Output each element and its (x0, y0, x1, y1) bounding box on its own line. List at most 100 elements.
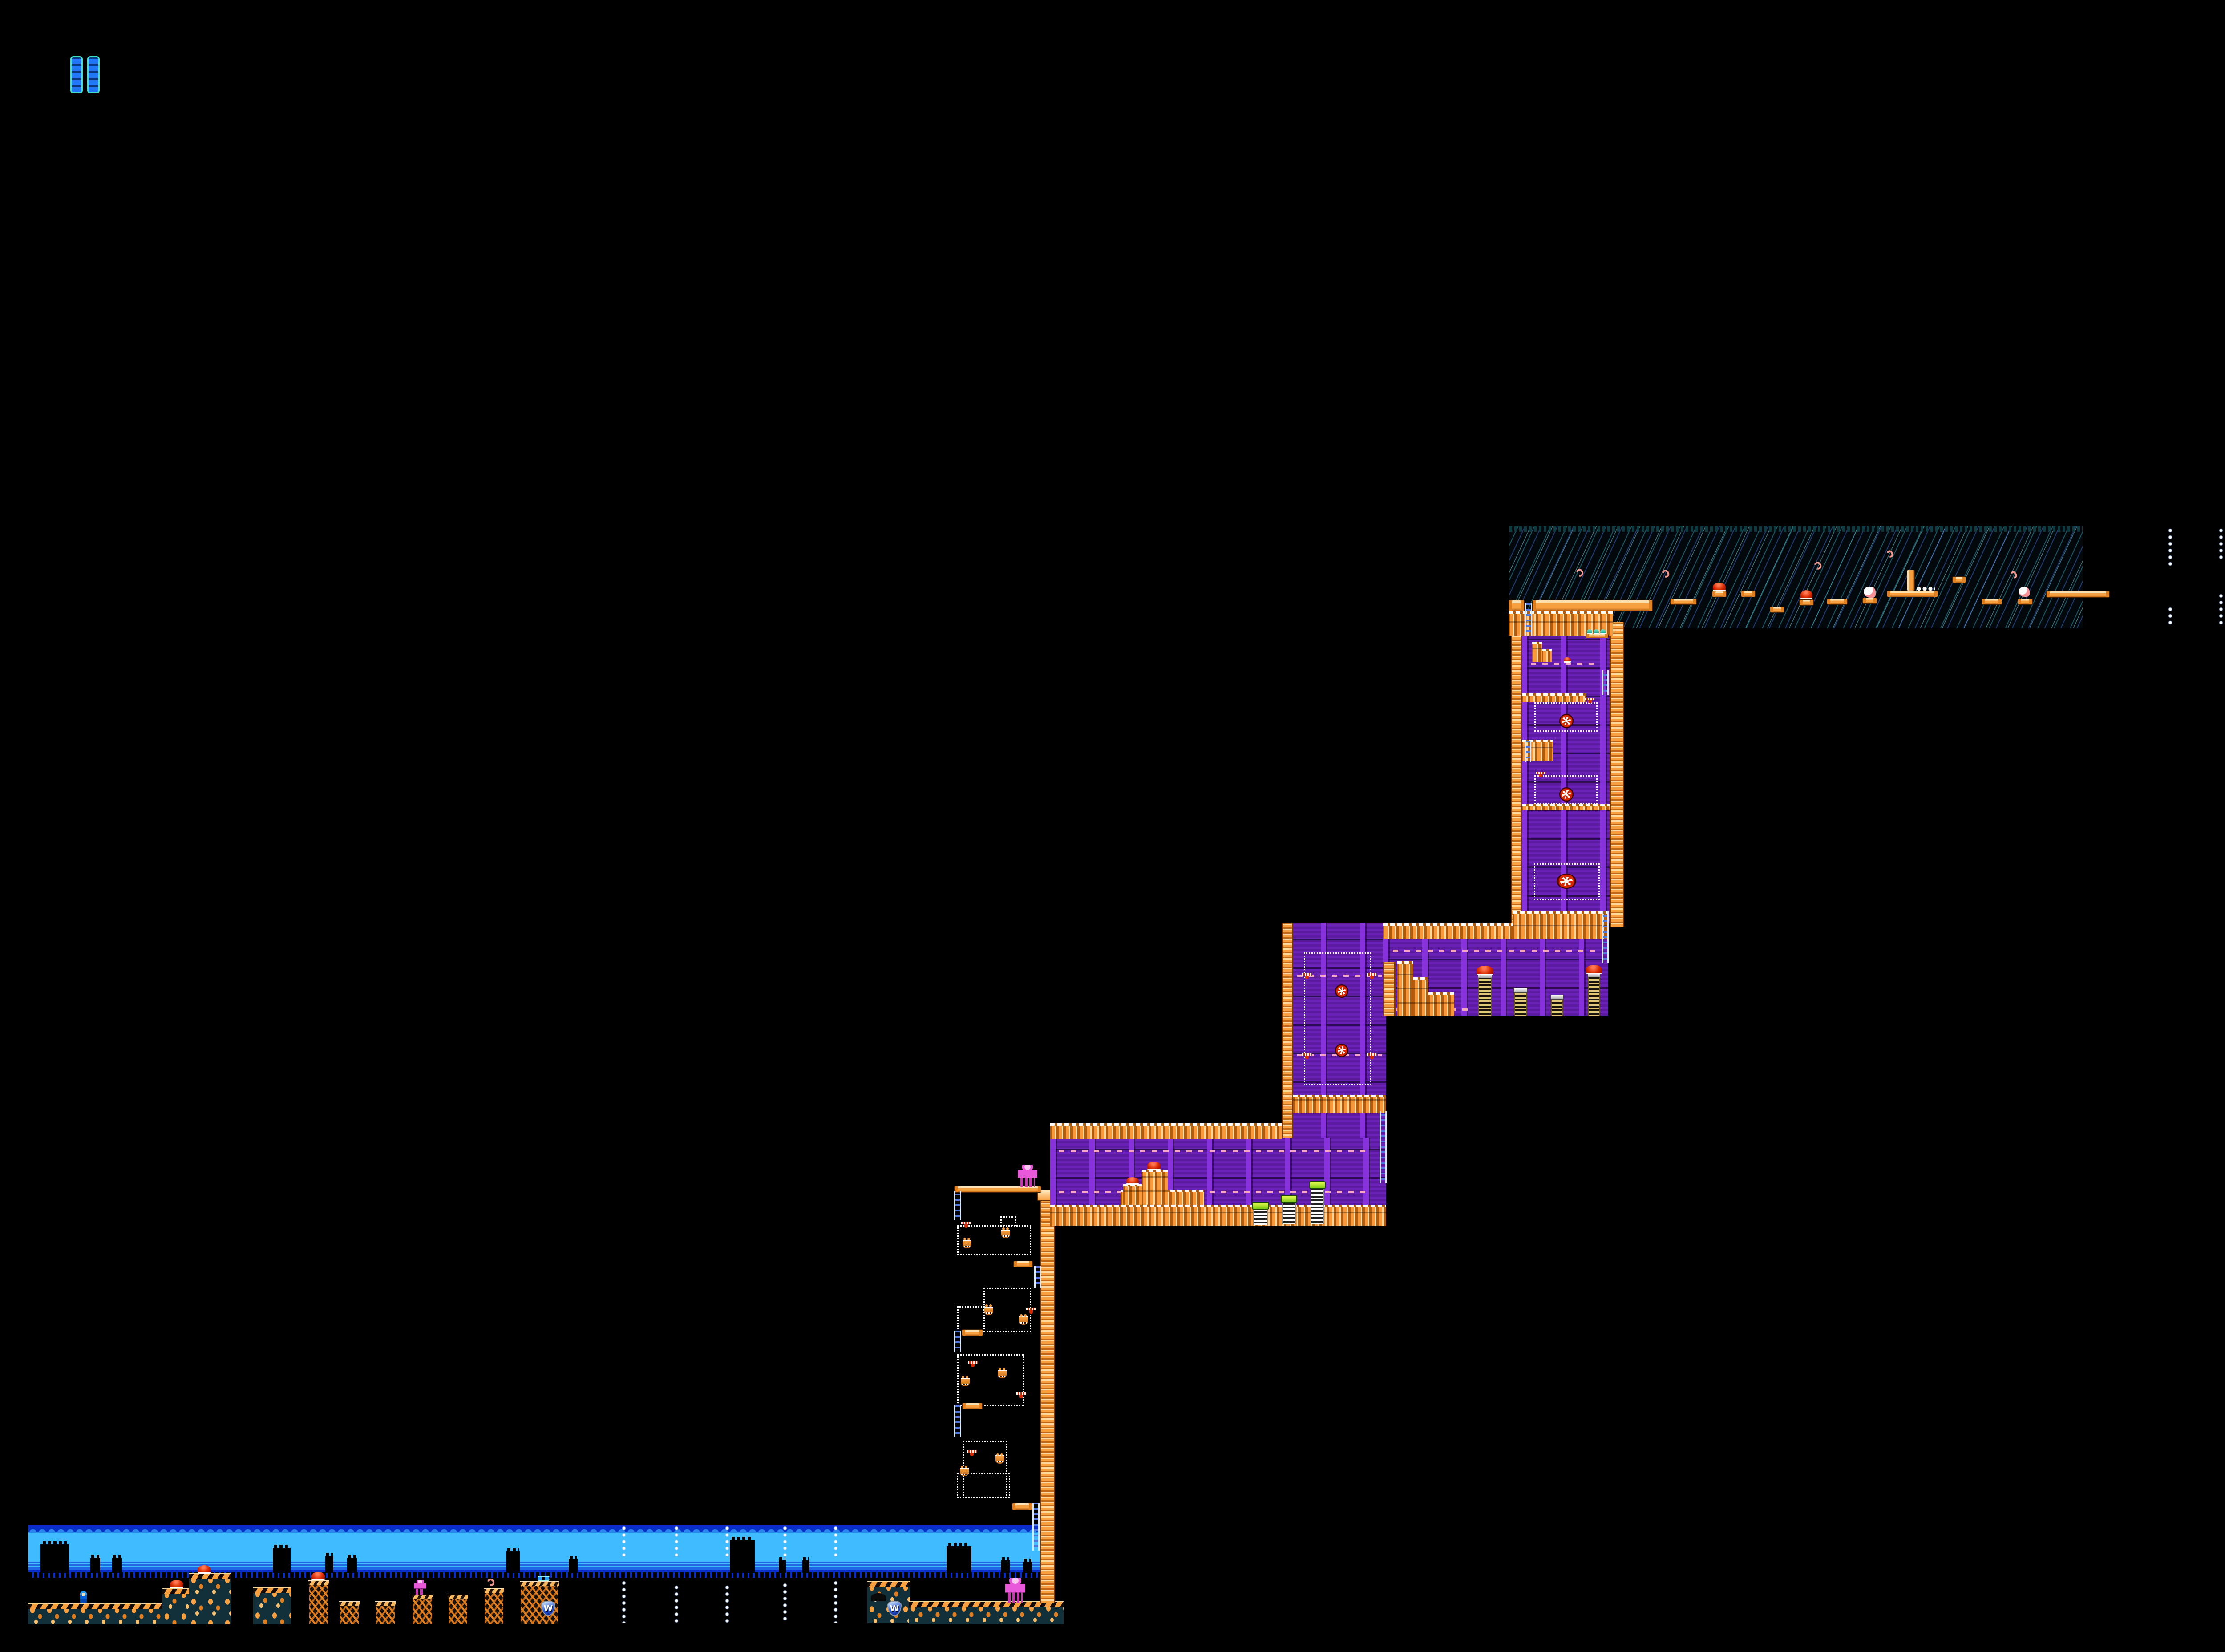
fence (1142, 1170, 1168, 1205)
pot-enemy (963, 1238, 971, 1248)
room-b-frame (1304, 952, 1371, 1085)
rig-turret (779, 1557, 786, 1573)
bar (1586, 634, 1609, 638)
coil (1511, 636, 1522, 923)
doorway (871, 1593, 886, 1601)
player-sprite (80, 1591, 87, 1603)
pipe-platform (1670, 599, 1697, 605)
sniper-armor (1005, 1578, 1025, 1603)
green-piston (1252, 1202, 1269, 1225)
coil (1282, 923, 1293, 1138)
pipe-platform (1827, 599, 1848, 605)
red-dome-enemy (1713, 583, 1726, 591)
shaft-room (1000, 1216, 1016, 1226)
propeller-enemy (1536, 772, 1545, 777)
bar (1509, 600, 1525, 611)
sparkles (833, 1525, 838, 1556)
shaft-room (957, 1225, 1031, 1255)
bar (1012, 1503, 1032, 1510)
coil (1383, 962, 1396, 1016)
pot-enemy (995, 1453, 1004, 1464)
fence (1428, 992, 1454, 1016)
press-pillar (1478, 973, 1492, 1016)
ground (162, 1588, 189, 1624)
propeller-enemy (1026, 1308, 1036, 1314)
sparkles (2218, 593, 2224, 626)
start-platform (28, 1603, 162, 1624)
fence (1542, 649, 1552, 662)
tower-frame (1534, 702, 1598, 732)
ladder (1602, 911, 1609, 963)
sparkles (2218, 527, 2224, 561)
bar (1013, 1261, 1033, 1267)
pipe-platform (1862, 598, 1877, 604)
propeller-enemy (1367, 973, 1377, 979)
egg-items (1916, 587, 1935, 591)
pipe-platform (1741, 591, 1756, 597)
vpipe (1907, 570, 1915, 591)
green-piston (1309, 1181, 1326, 1224)
ladder (1380, 1111, 1387, 1183)
pause-item (538, 1576, 550, 1581)
propeller-enemy (967, 1450, 977, 1456)
propeller-enemy (1302, 973, 1312, 979)
sparkles (621, 1525, 627, 1556)
pipe-platform (1982, 599, 2002, 605)
fence (1293, 1095, 1386, 1113)
ladder (954, 1405, 961, 1437)
pot-enemy (960, 1466, 969, 1476)
propeller-enemy (1302, 1053, 1312, 1059)
truss (339, 1601, 360, 1624)
red-dome-enemy (1564, 657, 1571, 663)
sea-backdrop (28, 1525, 1040, 1575)
turret-enemy (1594, 629, 1599, 634)
rig-turret (506, 1548, 520, 1573)
sparkles (621, 1580, 627, 1623)
sparkles (724, 1584, 730, 1623)
fence (1513, 911, 1608, 939)
bird-enemy (1864, 587, 1876, 598)
pinkdash (1059, 1191, 1371, 1193)
rig-turret (1023, 1559, 1032, 1573)
press-pillar (1550, 995, 1564, 1016)
sparkles (782, 1525, 788, 1556)
turret-enemy (1587, 629, 1592, 634)
pot-enemy (998, 1368, 1007, 1378)
pinkdash (1531, 663, 1598, 665)
truss (484, 1588, 504, 1624)
propeller-enemy (968, 1361, 978, 1367)
ground (909, 1601, 1064, 1624)
pipe-platform (2046, 591, 2110, 598)
sniper-armor (1018, 1165, 1037, 1187)
truss (412, 1595, 433, 1624)
ladder (1602, 670, 1609, 695)
truss (308, 1580, 329, 1624)
sparkles (674, 1525, 679, 1556)
rig-tower (947, 1543, 971, 1573)
fence (1383, 923, 1513, 939)
shaft-room (957, 1354, 1024, 1406)
rig-turret (569, 1556, 578, 1573)
ground (189, 1573, 231, 1624)
tower-frame (1534, 775, 1598, 805)
pipe-platform (1770, 607, 1784, 613)
ground (253, 1587, 291, 1624)
press-pillar (1513, 988, 1528, 1016)
telly-enemy (485, 1577, 496, 1587)
shaft-room (957, 1473, 1010, 1498)
rig-turret (347, 1555, 357, 1573)
bar (962, 1329, 983, 1336)
turret-enemy (1600, 629, 1606, 634)
red-dome-enemy (1477, 966, 1493, 975)
pinkdash (1393, 950, 1598, 952)
bar (962, 1403, 983, 1409)
gear-enemy (1335, 1044, 1348, 1057)
tower-frame (1534, 863, 1600, 900)
ladder (954, 1331, 961, 1352)
sparkles (2168, 527, 2173, 569)
rig-turret (802, 1557, 809, 1573)
pot-enemy (961, 1376, 970, 1386)
propeller-enemy (1016, 1392, 1026, 1398)
rig-turret (90, 1555, 100, 1573)
